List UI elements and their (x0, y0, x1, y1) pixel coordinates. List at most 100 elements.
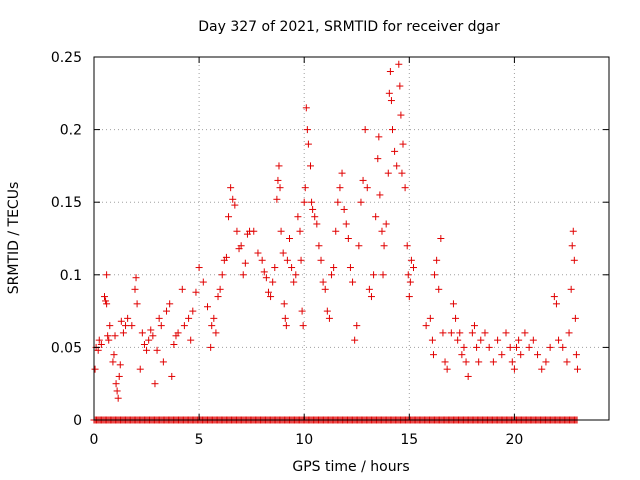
data-point (290, 278, 298, 286)
data-point (170, 340, 178, 348)
data-point (569, 227, 577, 235)
data-point (304, 140, 312, 148)
data-point (468, 329, 476, 337)
x-tick-label: 15 (400, 432, 418, 448)
data-point (298, 307, 306, 315)
data-point (365, 285, 373, 293)
data-point (386, 68, 394, 76)
data-point (454, 336, 462, 344)
data-point (214, 293, 222, 301)
data-point (370, 271, 378, 279)
data-point (143, 346, 151, 354)
data-point (136, 365, 144, 373)
y-axis-label: SRMTID / TECUs (6, 182, 22, 295)
data-point (140, 340, 148, 348)
y-tick-label: 0.1 (60, 268, 82, 284)
data-point (147, 326, 155, 334)
data-point (517, 351, 525, 359)
data-point (317, 256, 325, 264)
x-tick-label: 20 (505, 432, 523, 448)
data-point (302, 104, 310, 112)
data-point (288, 264, 296, 272)
data-point (559, 343, 567, 351)
data-point (207, 343, 215, 351)
data-point (159, 358, 167, 366)
data-point (359, 176, 367, 184)
data-point (133, 300, 141, 308)
data-point (380, 242, 388, 250)
y-tick-label: 0.2 (60, 123, 82, 139)
data-point (435, 285, 443, 293)
data-point (258, 256, 266, 264)
data-point (441, 358, 449, 366)
data-point (361, 126, 369, 134)
data-point (218, 271, 226, 279)
chart-title: Day 327 of 2021, SRMTID for receiver dga… (198, 19, 500, 35)
data-point (462, 358, 470, 366)
axis-ticks (93, 56, 609, 421)
data-point (502, 329, 510, 337)
data-point (328, 271, 336, 279)
data-point (555, 336, 563, 344)
data-point (300, 198, 308, 206)
data-point (299, 322, 307, 330)
x-tick-label: 5 (195, 432, 204, 448)
data-point (506, 343, 514, 351)
data-point (262, 274, 270, 282)
data-point (315, 242, 323, 250)
data-point (117, 317, 125, 325)
y-tick-label: 0.15 (51, 195, 82, 211)
data-point (336, 184, 344, 192)
data-point (128, 322, 136, 330)
data-point (431, 271, 439, 279)
data-point (279, 249, 287, 257)
data-point (521, 329, 529, 337)
data-point (396, 82, 404, 90)
data-point (195, 264, 203, 272)
data-point (538, 365, 546, 373)
data-point (91, 365, 99, 373)
data-point (105, 336, 113, 344)
data-point (273, 195, 281, 203)
data-point (271, 264, 279, 272)
data-point (163, 307, 171, 315)
data-point (225, 213, 233, 221)
data-point (550, 293, 558, 301)
data-point (349, 278, 357, 286)
data-point (231, 201, 239, 209)
data-point (102, 297, 110, 305)
data-point (124, 314, 132, 322)
data-point (280, 300, 288, 308)
data-point (157, 322, 165, 330)
data-point (301, 184, 309, 192)
data-point (542, 358, 550, 366)
data-point (568, 242, 576, 250)
data-point (119, 329, 127, 337)
data-point (250, 227, 258, 235)
data-point (149, 332, 157, 340)
data-point (437, 235, 445, 242)
data-point (340, 205, 348, 213)
data-point (357, 198, 365, 206)
data-point (513, 343, 521, 351)
data-point (334, 198, 342, 206)
data-point (449, 300, 457, 308)
data-point (308, 198, 316, 206)
data-point (426, 314, 434, 322)
data-point (239, 271, 247, 279)
data-point (332, 227, 340, 235)
data-point (153, 346, 161, 354)
data-point (174, 329, 182, 337)
data-point (325, 314, 333, 322)
data-point (114, 394, 122, 402)
data-point (401, 184, 409, 192)
data-point (485, 343, 493, 351)
data-point (292, 271, 300, 279)
data-point (385, 89, 393, 97)
data-point (112, 380, 120, 388)
data-point (429, 351, 437, 359)
data-point (443, 365, 451, 373)
data-point (189, 307, 197, 315)
data-point (180, 322, 188, 330)
data-point (405, 293, 413, 301)
